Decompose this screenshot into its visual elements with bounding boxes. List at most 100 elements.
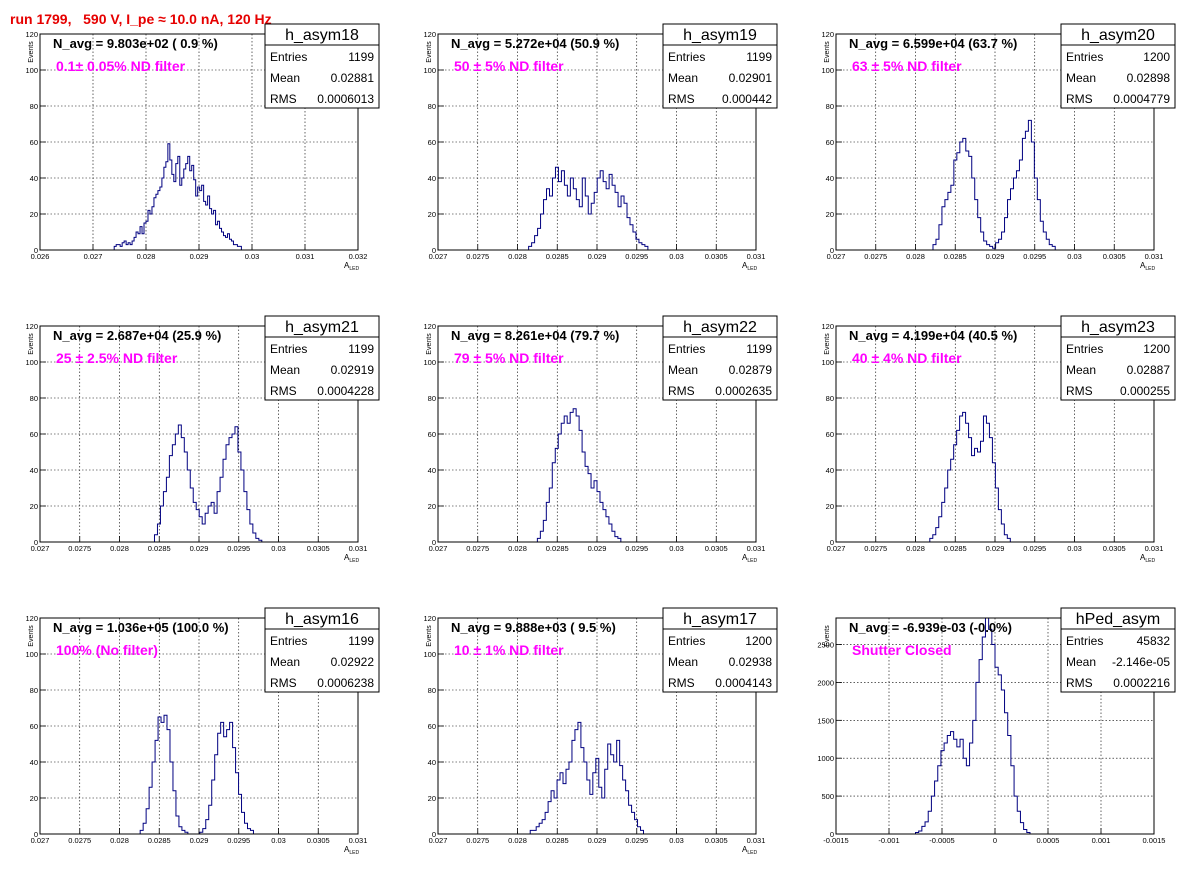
x-tick-label: 0.03	[271, 836, 286, 845]
y-tick-label: 120	[821, 30, 834, 39]
stats-value-entries: 1199	[348, 634, 374, 648]
y-tick-label: 60	[428, 430, 436, 439]
y-tick-label: 60	[826, 430, 834, 439]
y-tick-label: 60	[428, 722, 436, 731]
x-axis-label-sub: LED	[349, 266, 359, 272]
stats-value-rms: 0.000442	[722, 92, 772, 106]
stats-box	[264, 607, 380, 693]
histogram-panel-h_asym19: 0.027 0.0275 0.028 0.0285 0.029 0.0295 0.03 0.0…	[423, 23, 778, 272]
x-tick-label: 0.0285	[546, 544, 569, 553]
stats-value-entries: 1200	[1143, 342, 1170, 356]
x-tick-label: 0.031	[349, 836, 368, 845]
x-tick-label: 0.027	[429, 836, 448, 845]
y-tick-label: 120	[423, 322, 436, 331]
x-tick-label: 0.0285	[944, 252, 967, 261]
x-tick-label: 0.0295	[625, 252, 648, 261]
y-tick-label: 40	[428, 174, 436, 183]
stats-value-entries: 1200	[745, 634, 772, 648]
histogram-name: hPed_asym	[1076, 611, 1161, 628]
y-tick-label: 0	[34, 538, 38, 547]
stats-label-entries: Entries	[270, 342, 307, 356]
histogram-panel-hPed_asym: -0.0015 -0.001 -0.0005 0 0.0005 0.001 0.0015 0 5…	[817, 607, 1176, 845]
x-tick-label: 0.026	[31, 252, 50, 261]
filter-annotation: 100% (No filter)	[56, 642, 158, 658]
stats-value-mean: -2.146e-05	[1112, 655, 1170, 669]
y-axis-label: Events	[28, 625, 35, 647]
y-tick-label: 60	[428, 138, 436, 147]
x-tick-label: 0.0275	[68, 544, 91, 553]
y-tick-label: 120	[821, 322, 834, 331]
y-tick-label: 80	[428, 394, 436, 403]
stats-box	[662, 23, 778, 109]
y-axis-label: Events	[28, 41, 35, 63]
stats-label-entries: Entries	[668, 342, 705, 356]
y-tick-label: 60	[826, 138, 834, 147]
filter-annotation: 40 ± 4% ND filter	[852, 350, 962, 366]
x-tick-label: 0.0275	[466, 252, 489, 261]
stats-box	[662, 607, 778, 693]
y-tick-label: 120	[423, 30, 436, 39]
y-axis-label: Events	[824, 41, 831, 63]
histogram-line	[529, 721, 645, 834]
x-tick-label: 0.028	[137, 252, 156, 261]
y-tick-label: 40	[30, 466, 38, 475]
x-tick-label: 0.028	[110, 544, 129, 553]
stats-value-mean: 0.02879	[729, 363, 773, 377]
x-tick-label: 0.031	[747, 252, 766, 261]
x-tick-label: 0.029	[588, 252, 607, 261]
x-tick-label: 0.03	[669, 836, 684, 845]
x-tick-label: -0.0015	[823, 836, 848, 845]
histogram-line	[139, 714, 254, 835]
y-tick-label: 40	[826, 174, 834, 183]
histogram-panel-h_asym23: 0.027 0.0275 0.028 0.0285 0.029 0.0295 0.03 0.0…	[821, 315, 1176, 564]
x-tick-label: 0.0305	[307, 544, 330, 553]
x-axis-label: ALED	[1140, 553, 1155, 564]
histogram-name: h_asym17	[683, 611, 757, 628]
n-avg-label: N_avg = 9.888e+03 ( 9.5 %)	[451, 620, 616, 635]
x-tick-label: 0.029	[190, 544, 209, 553]
y-tick-label: 100	[821, 358, 834, 367]
y-tick-label: 40	[826, 466, 834, 475]
x-tick-label: 0.027	[429, 252, 448, 261]
x-tick-label: 0.0295	[625, 544, 648, 553]
x-tick-label: 0.0305	[705, 836, 728, 845]
x-axis-label: ALED	[344, 261, 359, 272]
y-tick-label: 100	[821, 66, 834, 75]
x-tick-label: 0.031	[1145, 544, 1164, 553]
histogram-panel-h_asym22: 0.027 0.0275 0.028 0.0285 0.029 0.0295 0.03 0.0…	[423, 315, 778, 564]
histogram-name: h_asym18	[285, 27, 359, 44]
x-tick-label: 0.03	[669, 544, 684, 553]
x-tick-label: -0.001	[878, 836, 899, 845]
x-axis-label-sub: LED	[747, 850, 757, 856]
y-tick-label: 100	[423, 650, 436, 659]
n-avg-label: N_avg = -6.939e-03 (-0.0%)	[849, 620, 1012, 635]
stats-label-entries: Entries	[668, 50, 705, 64]
x-axis-label-sub: LED	[747, 266, 757, 272]
y-tick-label: 100	[25, 358, 38, 367]
x-tick-label: 0.028	[508, 544, 527, 553]
x-tick-label: 0.027	[429, 544, 448, 553]
x-tick-label: 0.029	[190, 252, 209, 261]
x-axis-label: ALED	[742, 261, 757, 272]
x-tick-label: 0.028	[508, 252, 527, 261]
stats-label-entries: Entries	[1066, 50, 1103, 64]
y-tick-label: 60	[30, 138, 38, 147]
y-tick-label: 2000	[817, 678, 834, 687]
stats-value-mean: 0.02901	[729, 71, 773, 85]
y-tick-label: 20	[428, 502, 436, 511]
x-tick-label: 0.0295	[227, 836, 250, 845]
stats-value-entries: 1199	[348, 342, 374, 356]
y-tick-label: 60	[30, 430, 38, 439]
stats-label-entries: Entries	[270, 634, 307, 648]
x-tick-label: 0.0015	[1143, 836, 1166, 845]
y-tick-label: 100	[25, 66, 38, 75]
y-tick-label: 80	[30, 686, 38, 695]
stats-value-entries: 1199	[746, 50, 772, 64]
stats-label-mean: Mean	[270, 655, 300, 669]
y-tick-label: 120	[25, 322, 38, 331]
y-tick-label: 80	[428, 686, 436, 695]
y-tick-label: 0	[830, 246, 834, 255]
filter-annotation: 0.1± 0.05% ND filter	[56, 58, 186, 74]
x-tick-label: 0.031	[747, 544, 766, 553]
x-tick-label: 0.027	[827, 544, 846, 553]
